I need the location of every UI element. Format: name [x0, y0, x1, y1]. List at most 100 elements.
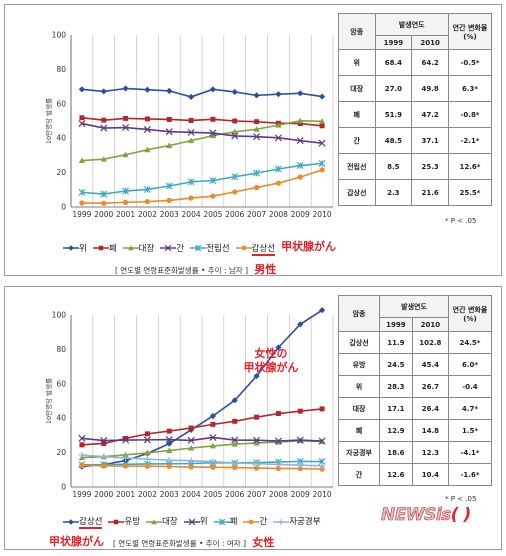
data-point [232, 418, 238, 424]
table-cell-change: 4.7* [448, 397, 492, 420]
male-legend-note: 甲状腺がん [281, 240, 337, 253]
series-6 [79, 462, 325, 472]
table-cell-name: 갑상선 [338, 179, 376, 206]
table-row: 자궁경부 18.6 12.3 -4.1* [337, 441, 492, 464]
table-cell-name: 자궁경부 [337, 441, 381, 464]
table-cell-2010: 45.4 [411, 353, 450, 376]
data-point [78, 451, 86, 459]
data-point [274, 134, 282, 142]
data-point [166, 142, 173, 149]
x-tick-label: 2002 [138, 490, 157, 499]
table-cell-1999: 8.5 [374, 153, 413, 180]
male-legend: 위 폐 대장 간 전립선 갑상선 甲状腺がん [63, 238, 337, 256]
data-point [166, 87, 173, 94]
legend-item: 대장 [146, 515, 178, 527]
x-tick-label: 2007 [247, 210, 266, 219]
data-point [275, 465, 282, 472]
newsis-logo-mark: ( ) [450, 505, 471, 525]
legend-label: 갑상선 [79, 517, 103, 529]
data-point [232, 118, 238, 124]
table-cell-change: 6.0* [448, 353, 492, 376]
table-cell-2010: 26.7 [411, 375, 450, 398]
data-point [296, 162, 304, 170]
data-point [144, 431, 150, 437]
x-tick-label: 2009 [291, 210, 310, 219]
legend-label: 간 [259, 517, 268, 527]
legend-item: 간 [243, 515, 267, 527]
data-point [187, 128, 195, 136]
data-point [144, 199, 151, 205]
data-point [187, 436, 195, 444]
table-cell-2010: 49.8 [411, 75, 449, 102]
data-point [122, 187, 130, 195]
data-point [188, 195, 194, 201]
x-tick-label: 2010 [313, 490, 332, 499]
series-line [81, 122, 323, 144]
table-cell-1999: 18.6 [379, 441, 413, 464]
table-cell-2010: 26.4 [411, 397, 450, 420]
table-cell-2010: 12.3 [411, 441, 450, 464]
y-axis-label: 10만명당 발생률 [44, 98, 53, 144]
data-point [78, 157, 86, 164]
table-cell-2010: 64.2 [411, 49, 449, 76]
series-5 [78, 159, 326, 198]
series-line [81, 87, 323, 98]
data-point [253, 460, 260, 467]
data-point [253, 372, 260, 380]
data-point [122, 151, 129, 158]
table-header-2010: 2010 [411, 35, 449, 50]
legend-swatch [183, 518, 200, 525]
y-tick-label: 80 [56, 345, 66, 354]
table-cell-name: 간 [338, 127, 376, 154]
legend-item: 위 [63, 242, 87, 254]
table-cell-2010: 47.2 [411, 101, 449, 128]
data-point [297, 121, 303, 127]
data-point [79, 115, 85, 121]
data-point [274, 165, 282, 173]
y-axis-label: 10만명당 발생률 [44, 378, 53, 424]
data-point [253, 92, 260, 99]
table-cell-change: -0.8* [448, 101, 492, 128]
data-point [210, 116, 216, 122]
y-tick-label: 80 [56, 65, 66, 74]
table-cell-change: -4.1* [448, 441, 492, 464]
data-point [253, 436, 261, 444]
data-point [209, 458, 217, 465]
table-header-cancer: 암종 [338, 13, 376, 50]
table-header-year: 발생연도 [379, 295, 449, 318]
data-point [122, 463, 129, 469]
data-point [232, 189, 238, 195]
table-row: 대장 17.1 26.4 4.7* [337, 397, 492, 420]
data-point [297, 117, 304, 124]
series-3 [78, 117, 326, 164]
male-table-footnote: * P < .05 [445, 217, 477, 225]
legend-item: 갑상선 [63, 515, 103, 529]
data-point [165, 436, 173, 444]
x-tick-label: 2004 [182, 490, 201, 499]
table-cell-name: 유방 [337, 353, 381, 376]
table-cell-name: 위 [338, 49, 376, 76]
table-cell-change: 12.6* [448, 153, 492, 180]
data-point [143, 125, 151, 133]
data-point [78, 86, 86, 93]
table-header-1999: 1999 [379, 317, 413, 332]
data-point [231, 441, 238, 447]
table-header-change: 연간 변화율 (%) [448, 295, 492, 332]
data-point [318, 118, 326, 124]
female-stats-table: 암종 발생연도 연간 변화율 (%) 1999 2010 갑상선 11.9 10… [337, 295, 492, 486]
table-row: 폐 51.9 47.2 -0.8* [338, 101, 492, 128]
legend-label: 대장 [138, 243, 155, 254]
table-cell-2010: 10.4 [411, 463, 450, 486]
data-point [79, 200, 85, 206]
data-point [319, 123, 325, 129]
table-cell-2010: 25.3 [411, 153, 449, 180]
series-line [81, 464, 323, 470]
data-point [209, 442, 217, 449]
table-cell-name: 간 [337, 463, 381, 486]
table-row: 갑상선 11.9 102.8 24.5* [337, 331, 492, 354]
data-point [254, 414, 260, 420]
data-point [210, 193, 216, 199]
legend-item: 폐 [92, 242, 117, 254]
legend-item: 위 [183, 515, 208, 527]
data-point [123, 436, 129, 441]
